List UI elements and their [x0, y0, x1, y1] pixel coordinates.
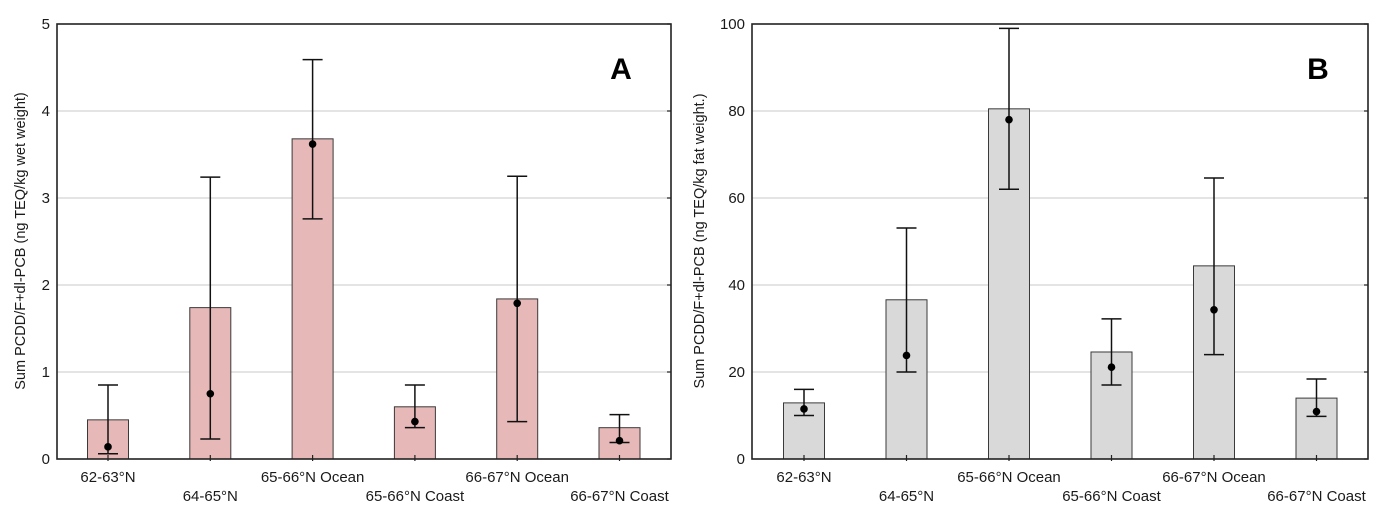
y-tick-label: 0	[737, 451, 745, 468]
x-tick-label: 64-65°N	[879, 488, 934, 505]
data-point	[615, 436, 624, 445]
x-tick-label: 65-66°N Ocean	[261, 469, 365, 486]
data-point	[513, 299, 521, 308]
x-tick-label: 66-67°N Ocean	[465, 469, 569, 486]
data-point	[902, 351, 911, 360]
plot-frame	[56, 23, 672, 460]
data-point	[1210, 305, 1218, 314]
data-point	[104, 443, 112, 451]
y-tick-label: 20	[728, 364, 745, 381]
x-tick-label: 66-67°N Ocean	[1162, 469, 1266, 486]
x-tick-label: 65-66°N Ocean	[957, 469, 1061, 486]
y-tick-label: 1	[42, 364, 50, 381]
data-point	[206, 389, 215, 398]
data-point	[411, 417, 419, 426]
x-tick-label: 64-65°N	[183, 488, 238, 505]
plot-frame	[751, 23, 1369, 460]
y-tick-label: 80	[728, 103, 745, 120]
chart-panel-a: Sum PCDD/F+dl-PCB (ng TEQ/kg wet weight)…	[13, 16, 672, 505]
x-tick-label: 66-67°N Coast	[1267, 488, 1366, 505]
x-tick-label: 62-63°N	[80, 469, 135, 486]
y-tick-label: 0	[42, 451, 50, 468]
x-tick-label: 65-66°N Coast	[366, 488, 465, 505]
x-tick-label: 66-67°N Coast	[570, 488, 669, 505]
x-tick-label: 62-63°N	[776, 469, 831, 486]
y-tick-label: 5	[42, 16, 50, 33]
y-tick-label: 100	[720, 16, 745, 33]
y-tick-label: 4	[42, 103, 50, 120]
data-point	[1005, 115, 1013, 124]
x-tick-label: 65-66°N Coast	[1062, 488, 1161, 505]
data-point	[1107, 363, 1116, 372]
y-tick-label: 60	[728, 190, 745, 207]
panel-label: A	[610, 53, 632, 86]
panel-label: B	[1307, 53, 1329, 86]
data-point	[1312, 407, 1321, 416]
y-axis-label: Sum PCDD/F+dl-PCB (ng TEQ/kg fat weight.…	[692, 93, 708, 388]
y-tick-label: 2	[42, 277, 50, 294]
data-point	[800, 405, 808, 413]
y-tick-label: 40	[728, 277, 745, 294]
y-axis-label: Sum PCDD/F+dl-PCB (ng TEQ/kg wet weight)	[13, 92, 29, 389]
y-tick-label: 3	[42, 190, 50, 207]
chart-panel-b: Sum PCDD/F+dl-PCB (ng TEQ/kg fat weight.…	[692, 16, 1369, 505]
data-point	[308, 140, 317, 148]
